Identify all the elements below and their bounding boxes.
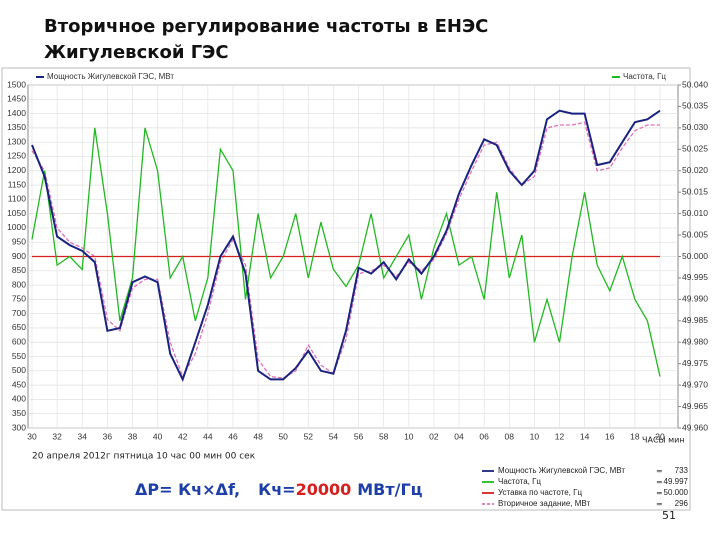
y2-tick-label: 50.040 [682,79,708,89]
subtitle: Жигулевской ГЭС [44,42,229,63]
y-tick-label: 1000 [7,222,26,232]
formula-k-value: 20000 [296,480,352,499]
x-tick-label: 12 [555,431,565,441]
page-number: 51 [662,509,676,522]
x-tick-label: 34 [78,431,88,441]
y-tick-label: 1150 [8,179,27,189]
y-tick-label: 550 [12,351,26,361]
y2-tick-label: 50.005 [682,229,708,239]
y2-tick-label: 50.020 [682,165,708,175]
y-tick-label: 950 [12,236,26,246]
y-tick-label: 900 [12,251,26,261]
x-tick-label: 38 [128,431,138,441]
legend-eq: = [656,489,663,498]
y2-tick-label: 50.035 [682,101,708,111]
y-tick-label: 1300 [7,136,26,146]
date-label: 20 апреля 2012г пятница 10 час 00 мин 00… [32,452,256,462]
top-legend-label: Частота, Гц [623,72,666,81]
y-tick-label: 1450 [7,94,26,104]
y2-tick-label: 49.985 [682,315,708,325]
y-tick-label: 1400 [7,108,26,118]
y-tick-label: 1500 [7,79,26,89]
legend-value: 296 [675,499,689,508]
x-tick-label: 48 [253,431,263,441]
y-tick-label: 700 [12,308,26,318]
x-tick-label: 08 [505,431,515,441]
y-tick-label: 1100 [8,194,27,204]
x-tick-label: 54 [329,431,339,441]
x-tick-label: 32 [52,431,62,441]
y-tick-label: 400 [12,394,26,404]
x-tick-label: 44 [203,431,213,441]
y2-tick-label: 49.960 [682,422,708,432]
y-tick-label: 500 [12,365,26,375]
y2-tick-label: 50.030 [682,122,708,132]
y2-tick-label: 50.025 [682,144,708,154]
series-line [31,109,661,383]
y2-tick-label: 49.980 [682,337,708,347]
series-line [31,127,661,377]
x-tick-label: 50 [278,431,288,441]
legend-label: Вторичное задание, МВт [498,499,590,508]
legend-eq: = [656,500,663,509]
legend-eq: = [656,467,663,476]
y-tick-label: 800 [12,279,26,289]
title: Вторичное регулирование частоты в ЕНЭС [44,16,488,37]
x-tick-label: 58 [379,431,389,441]
y-tick-label: 1350 [7,122,26,132]
formula-unit: МВт/Гц [357,480,422,499]
y2-tick-label: 49.995 [682,272,708,282]
x-tick-label: 02 [429,431,439,441]
formula-main: ΔP= Кч×Δf, [135,480,240,499]
y-tick-label: 300 [12,422,26,432]
x-tick-label: 40 [153,431,163,441]
y-tick-label: 650 [12,322,26,332]
y2-tick-label: 49.990 [682,294,708,304]
y-tick-label: 350 [12,408,26,418]
y2-tick-label: 49.975 [682,358,708,368]
y2-tick-label: 50.010 [682,208,708,218]
y-tick-label: 750 [12,294,26,304]
x-tick-label: 56 [354,431,364,441]
x-tick-label: 20 [655,431,665,441]
formula-k: Кч= [258,480,295,499]
y-tick-label: 1250 [7,151,26,161]
y2-tick-label: 50.015 [682,186,708,196]
y-tick-label: 1200 [7,165,26,175]
top-legend-label: Мощность Жигулевской ГЭС, МВт [47,72,174,81]
formula: ΔP= Кч×Δf, Кч=20000 МВт/Гц [135,480,423,499]
x-tick-label: 18 [630,431,640,441]
y-tick-label: 1050 [7,208,26,218]
legend-label: Уставка по частоте, Гц [498,488,582,497]
x-tick-label: 36 [103,431,113,441]
x-tick-label: 42 [178,431,188,441]
legend-label: Частота, Гц [498,477,541,486]
x-tick-label: 04 [454,431,464,441]
x-axis-label: ЧАСЫ мин [642,436,685,445]
y-tick-label: 600 [12,337,26,347]
y2-tick-label: 50.000 [682,251,708,261]
series-line [31,121,660,379]
y2-tick-label: 49.970 [682,379,708,389]
x-tick-label: 06 [479,431,489,441]
x-tick-label: 10 [404,431,414,441]
legend-value: 733 [675,466,689,475]
x-tick-label: 16 [605,431,615,441]
x-tick-label: 30 [27,431,37,441]
y2-tick-label: 49.965 [682,401,708,411]
legend-value: 50.000 [664,488,689,497]
y-tick-label: 850 [12,265,26,275]
legend-eq: = [656,478,663,487]
x-tick-label: 14 [580,431,590,441]
y-tick-label: 450 [12,379,26,389]
legend-value: 49.997 [664,477,689,486]
x-tick-label: 52 [304,431,314,441]
legend-label: Мощность Жигулевской ГЭС, МВт [498,466,625,475]
x-tick-label: 10 [530,431,540,441]
x-tick-label: 46 [228,431,238,441]
